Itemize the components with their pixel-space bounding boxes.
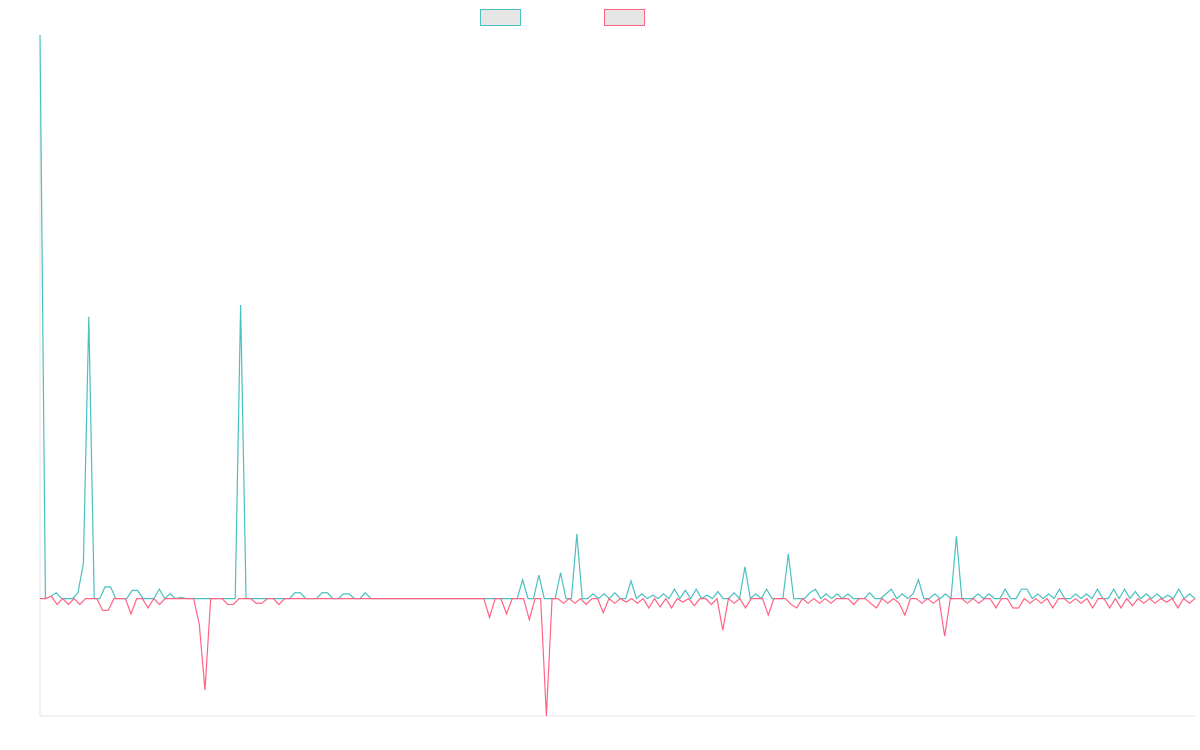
chart-series-layer xyxy=(39,34,1196,717)
chart-legend[interactable] xyxy=(480,9,645,26)
series-line-2 xyxy=(40,595,1196,717)
legend-swatch-2[interactable] xyxy=(604,9,645,26)
series-line-1 xyxy=(39,34,1196,600)
chart-axes xyxy=(39,35,1195,717)
legend-swatch-1[interactable] xyxy=(480,9,521,26)
